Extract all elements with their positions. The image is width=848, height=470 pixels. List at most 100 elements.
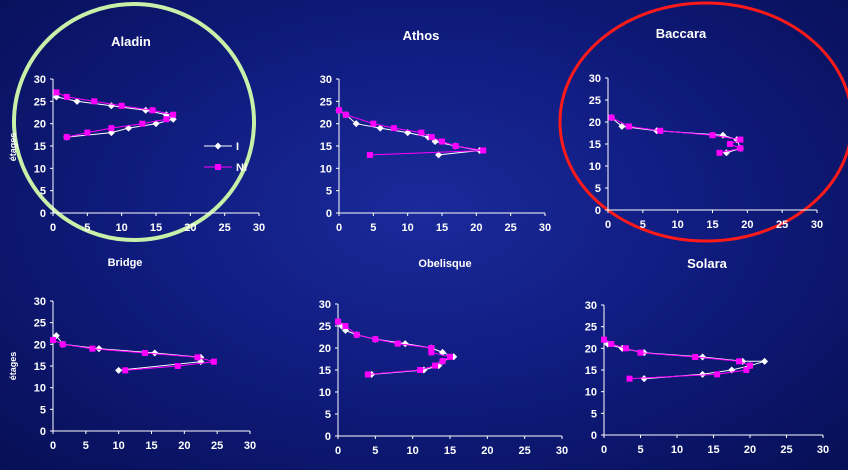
y-tick-label: 0 bbox=[591, 430, 597, 442]
data-point-NI bbox=[608, 341, 615, 347]
data-point-I bbox=[151, 349, 159, 357]
data-point-NI bbox=[63, 134, 70, 141]
x-tick-label: 0 bbox=[605, 219, 611, 231]
data-point-NI bbox=[149, 107, 156, 114]
y-tick-label: 30 bbox=[319, 299, 331, 311]
x-tick-label: 20 bbox=[744, 444, 756, 456]
series-line-NI bbox=[56, 91, 175, 138]
x-tick-label: 20 bbox=[184, 222, 196, 234]
data-point-NI bbox=[118, 102, 125, 109]
legend: I NI bbox=[204, 141, 247, 174]
data-point-I bbox=[699, 353, 707, 361]
y-tick-label: 20 bbox=[589, 117, 601, 129]
x-tick-label: 15 bbox=[150, 222, 162, 234]
x-tick-label: 15 bbox=[444, 445, 456, 457]
data-point-I bbox=[352, 120, 360, 128]
data-point-NI bbox=[480, 147, 487, 154]
chart-title-athos: Athos bbox=[403, 28, 440, 43]
data-point-I bbox=[699, 370, 707, 378]
data-point-NI bbox=[626, 375, 633, 382]
y-tick-label: 30 bbox=[34, 296, 46, 308]
x-tick-label: 0 bbox=[335, 445, 341, 457]
y-tick-label: 10 bbox=[319, 387, 331, 399]
x-tick-label: 25 bbox=[776, 219, 788, 231]
y-tick-label: 25 bbox=[319, 321, 331, 333]
y-tick-label: 15 bbox=[34, 361, 46, 373]
chart-title-baccara: Baccara bbox=[656, 26, 707, 41]
data-point-NI bbox=[63, 93, 70, 100]
data-point-NI bbox=[743, 367, 750, 373]
data-point-NI bbox=[122, 367, 129, 374]
x-tick-label: 15 bbox=[706, 219, 718, 231]
data-point-NI bbox=[141, 350, 148, 356]
data-point-NI bbox=[336, 107, 342, 114]
data-point-NI bbox=[89, 345, 96, 352]
data-point-NI bbox=[91, 98, 98, 105]
y-tick-label: 0 bbox=[595, 205, 601, 217]
data-point-NI bbox=[353, 331, 360, 338]
y-tick-label: 0 bbox=[326, 208, 332, 220]
y-tick-label: 5 bbox=[325, 409, 331, 421]
y-tick-label: 5 bbox=[40, 186, 46, 198]
x-tick-label: 10 bbox=[407, 445, 419, 457]
y-tick-label: 5 bbox=[595, 183, 601, 195]
data-point-I bbox=[401, 340, 409, 348]
y-tick-label: 10 bbox=[585, 387, 597, 399]
data-point-NI bbox=[726, 141, 733, 147]
x-tick-label: 10 bbox=[671, 444, 683, 456]
y-tick-label: 10 bbox=[34, 163, 46, 175]
data-point-NI bbox=[364, 371, 371, 378]
y-tick-label: 20 bbox=[585, 343, 597, 355]
y-tick-label: 25 bbox=[34, 96, 46, 108]
x-tick-label: 10 bbox=[402, 222, 414, 234]
data-point-NI bbox=[428, 134, 435, 141]
x-tick-label: 15 bbox=[436, 222, 448, 234]
series-line-NI bbox=[52, 339, 215, 371]
data-point-NI bbox=[210, 358, 217, 365]
data-point-NI bbox=[452, 143, 459, 149]
x-tick-label: 10 bbox=[113, 440, 125, 452]
data-point-NI bbox=[139, 120, 146, 127]
x-tick-label: 15 bbox=[707, 444, 719, 456]
data-point-NI bbox=[194, 354, 201, 361]
data-point-I bbox=[618, 122, 626, 130]
plot-bridge: 0 5 10 15 20 25 30 0 5 10 15 20 25 30 bbox=[34, 296, 256, 452]
x-tick-label: 30 bbox=[253, 222, 265, 234]
x-tick-label: 20 bbox=[741, 219, 753, 231]
legend-marker-NI bbox=[215, 164, 221, 170]
y-tick-label: 30 bbox=[585, 300, 597, 312]
data-point-NI bbox=[736, 358, 743, 365]
chart-title-aladin: Aladin bbox=[111, 34, 151, 49]
ylabel-aladin: étages bbox=[8, 133, 18, 162]
x-tick-label: 0 bbox=[50, 440, 56, 452]
data-point-I bbox=[73, 97, 81, 105]
data-point-NI bbox=[637, 349, 644, 356]
data-point-I bbox=[125, 124, 133, 132]
y-tick-label: 20 bbox=[320, 119, 332, 131]
data-point-NI bbox=[335, 318, 341, 325]
y-tick-label: 15 bbox=[589, 139, 601, 151]
plot-aladin: 0 5 10 15 20 25 30 0 5 10 15 20 25 30 bbox=[34, 74, 265, 234]
data-point-NI bbox=[170, 111, 177, 118]
plot-obelisque: 0 5 10 15 20 25 30 0 5 10 15 20 25 30 bbox=[319, 299, 568, 457]
legend-label-NI: NI bbox=[236, 162, 247, 174]
y-tick-label: 30 bbox=[34, 74, 46, 86]
data-point-NI bbox=[390, 125, 397, 132]
data-point-NI bbox=[418, 129, 425, 136]
x-tick-label: 5 bbox=[83, 440, 89, 452]
x-tick-label: 10 bbox=[116, 222, 128, 234]
data-point-NI bbox=[747, 362, 753, 369]
plot-athos: 0 5 10 15 20 25 30 0 5 10 15 20 25 30 bbox=[320, 74, 551, 234]
data-point-I bbox=[376, 124, 384, 132]
x-tick-label: 5 bbox=[637, 444, 643, 456]
data-point-NI bbox=[428, 349, 435, 356]
chart-title-obelisque: Obelisque bbox=[418, 258, 471, 270]
x-tick-label: 20 bbox=[470, 222, 482, 234]
x-tick-label: 25 bbox=[211, 440, 223, 452]
x-tick-label: 25 bbox=[519, 445, 531, 457]
y-tick-label: 15 bbox=[319, 365, 331, 377]
y-tick-label: 20 bbox=[319, 343, 331, 355]
x-tick-label: 0 bbox=[336, 222, 342, 234]
x-tick-label: 5 bbox=[84, 222, 90, 234]
y-tick-label: 25 bbox=[320, 96, 332, 108]
